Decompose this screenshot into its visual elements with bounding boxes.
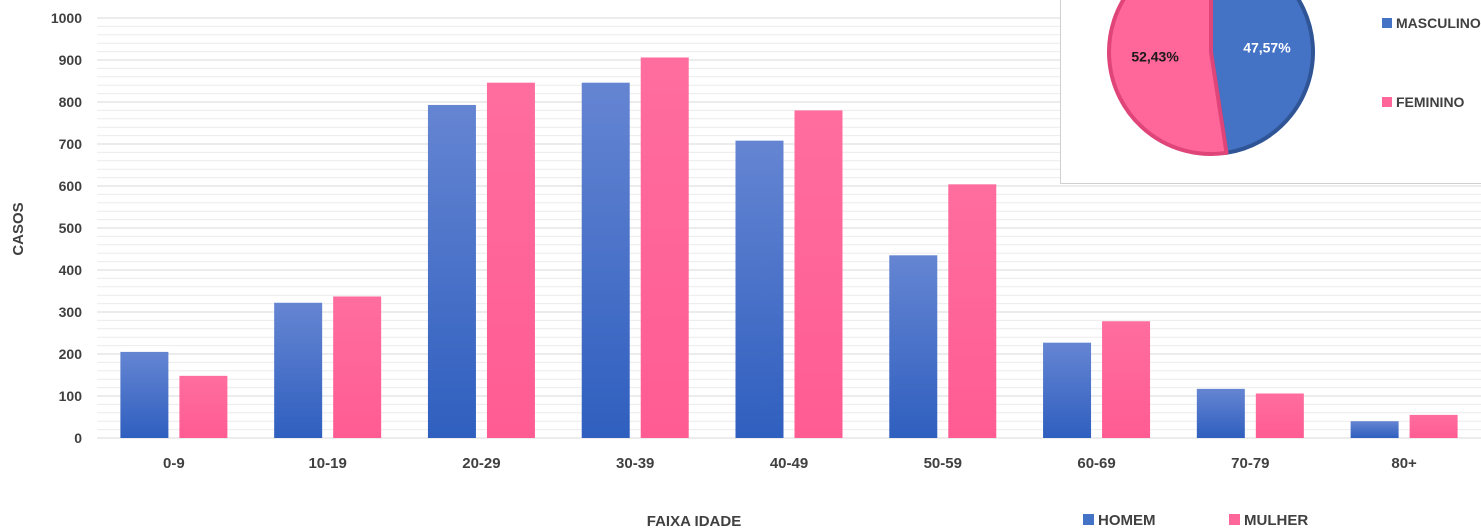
y-tick-label: 500 [59, 220, 83, 236]
pie-chart: 47,57% 52,43% MASCULINO FEMININO [1107, 0, 1481, 156]
legend-swatch-mulher [1229, 514, 1240, 525]
bar-mulher-70-79 [1255, 393, 1304, 438]
pie-legend-swatch-feminino [1382, 97, 1392, 107]
bar-homem-80+ [1350, 421, 1399, 438]
x-tick-label: 40-49 [770, 455, 808, 472]
bar-homem-10-19 [274, 302, 323, 438]
y-tick-label: 0 [74, 430, 82, 446]
bar-homem-40-49 [735, 140, 784, 438]
x-tick-label: 10-19 [308, 455, 346, 472]
bar-homem-50-59 [889, 255, 938, 438]
y-axis-ticks: 0 100 200 300 400 500 600 700 800 900 1000 [51, 10, 82, 446]
pie-legend-swatch-masculino [1382, 18, 1392, 28]
x-tick-label: 30-39 [616, 455, 654, 472]
bar-mulher-10-19 [333, 296, 382, 438]
y-tick-label: 100 [59, 388, 83, 404]
pie-legend: MASCULINO FEMININO [1382, 15, 1481, 110]
y-tick-label: 800 [59, 94, 83, 110]
bar-homem-60-69 [1043, 342, 1092, 438]
bar-mulher-30-39 [640, 57, 689, 438]
bar-mulher-60-69 [1102, 321, 1151, 438]
pie-label-masculino: 47,57% [1243, 40, 1291, 56]
x-tick-label: 20-29 [462, 455, 500, 472]
pie-legend-label-masculino: MASCULINO [1396, 15, 1481, 31]
bar-legend: HOMEM MULHER [1083, 512, 1308, 529]
bar-homem-30-39 [581, 82, 630, 439]
bar-mulher-0-9 [179, 375, 228, 438]
y-axis-title: CASOS [10, 202, 27, 255]
x-tick-label: 50-59 [924, 455, 962, 472]
x-tick-label: 80+ [1391, 455, 1417, 472]
pie-slice-feminino [1107, 0, 1229, 156]
legend-label-homem: HOMEM [1098, 512, 1156, 529]
legend-label-mulher: MULHER [1244, 512, 1308, 529]
pie-legend-label-feminino: FEMININO [1396, 94, 1465, 110]
bar-homem-0-9 [120, 351, 169, 438]
x-axis-title: FAIXA IDADE [647, 513, 741, 530]
bar-mulher-20-29 [486, 82, 535, 439]
pie-chart-panel: 47,57% 52,43% MASCULINO FEMININO [1060, 0, 1481, 184]
bar-homem-20-29 [427, 104, 476, 438]
bar-homem-70-79 [1196, 388, 1245, 438]
bar-mulher-40-49 [794, 110, 843, 439]
legend-swatch-homem [1083, 514, 1094, 525]
x-tick-label: 0-9 [163, 455, 185, 472]
y-tick-label: 1000 [51, 10, 82, 26]
y-tick-label: 700 [59, 136, 83, 152]
y-tick-label: 600 [59, 178, 83, 194]
y-tick-label: 200 [59, 346, 83, 362]
x-tick-label: 70-79 [1231, 455, 1269, 472]
bar-mulher-50-59 [948, 184, 997, 438]
pie-slice-masculino [1209, 0, 1315, 155]
pie-slices: 47,57% 52,43% [1107, 0, 1315, 156]
pie-label-feminino: 52,43% [1131, 48, 1179, 64]
bars [120, 57, 1458, 439]
y-tick-label: 300 [59, 304, 83, 320]
x-axis-ticks: 0-9 10-19 20-29 30-39 40-49 50-59 60-69 70-79 80… [163, 455, 1417, 472]
x-tick-label: 60-69 [1077, 455, 1115, 472]
y-tick-label: 400 [59, 262, 83, 278]
bar-mulher-80+ [1409, 414, 1458, 438]
y-tick-label: 900 [59, 52, 83, 68]
